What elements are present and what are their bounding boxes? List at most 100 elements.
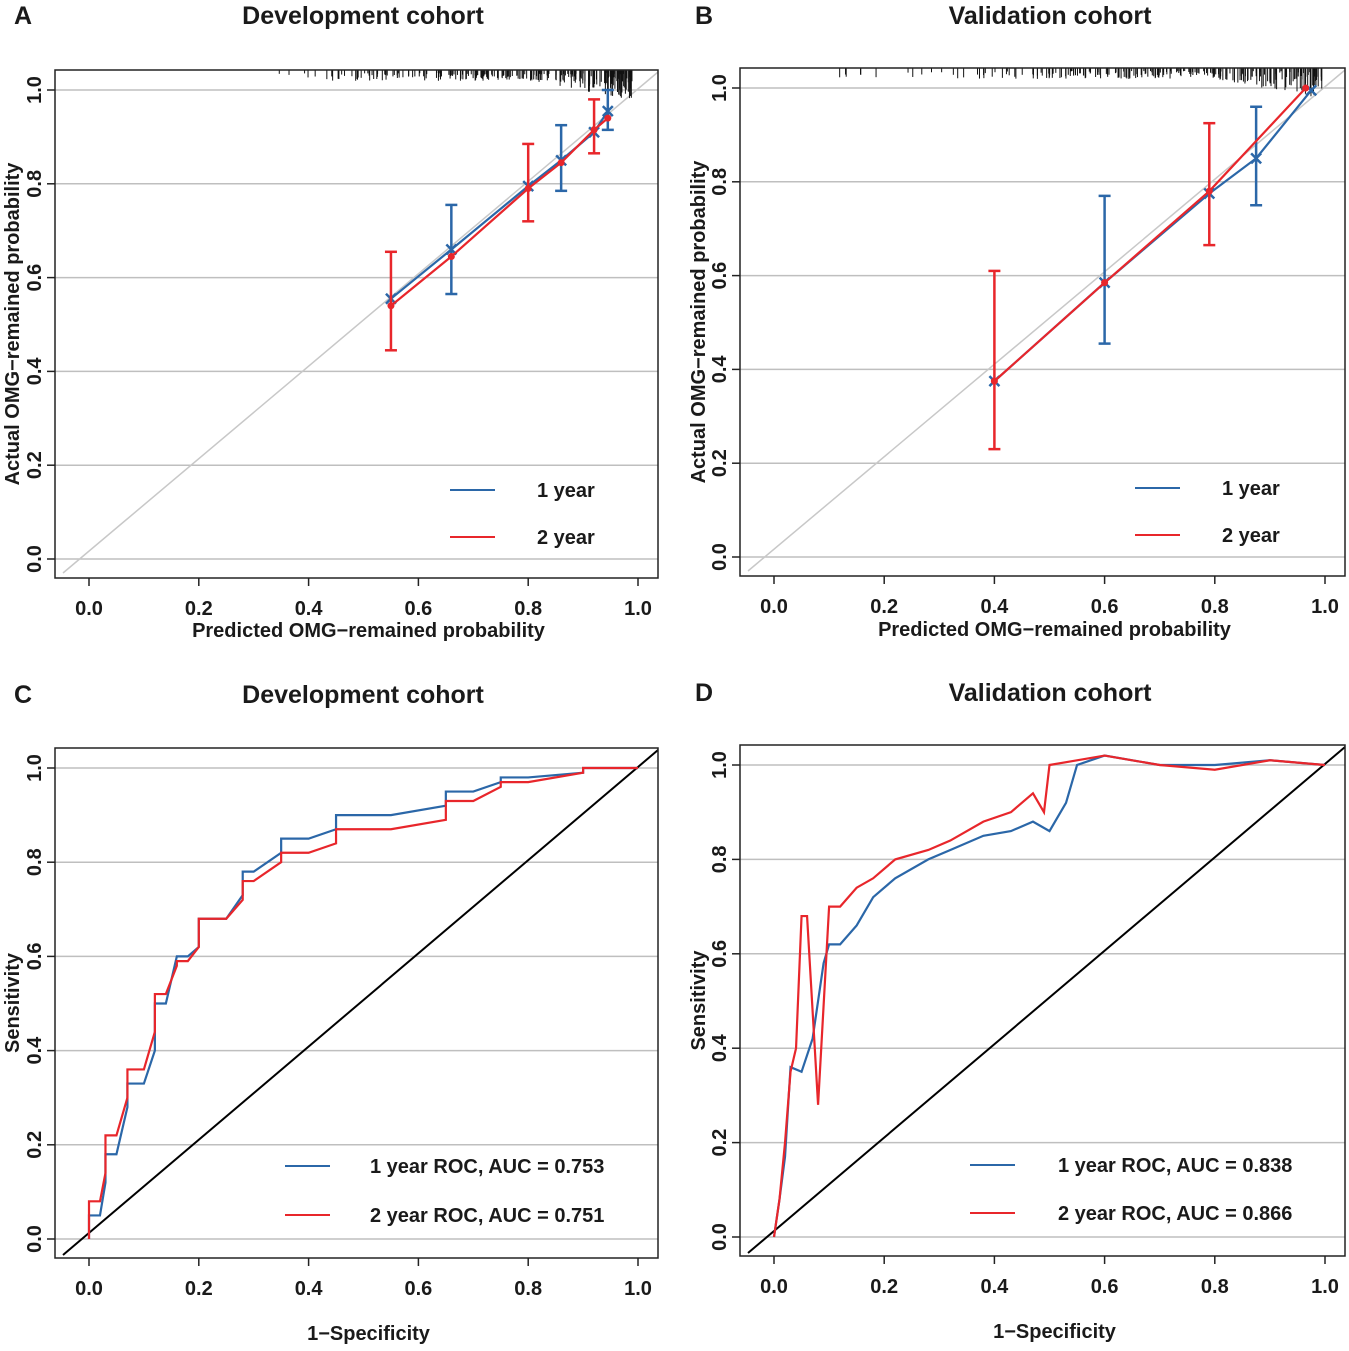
plot-frame: [54, 69, 659, 579]
y-axis-label: Actual OMG−remained probability: [688, 160, 710, 484]
y-tick-label: 0.0: [709, 1223, 731, 1251]
x-tick-label: 0.8: [514, 1278, 542, 1300]
panel-d: D Validation cohort 0.0 0.2 0.4 0.6 0.8 1.0 0.0 0…: [688, 679, 1346, 1343]
chart-title: Development cohort: [242, 681, 484, 709]
series-line: [87, 766, 638, 1239]
y-tick-label: 0.8: [24, 170, 46, 198]
legend-label: 1 year: [1222, 478, 1280, 500]
x-tick-label: 0.0: [760, 596, 788, 618]
y-tick-label: 0.0: [24, 545, 46, 573]
x-tick-label: 0.8: [514, 598, 542, 620]
data-point: [604, 114, 612, 122]
plot-frame: [739, 744, 1346, 1257]
x-axis-label: 1−Specificity: [993, 1321, 1117, 1343]
chart-title: Development cohort: [242, 2, 484, 30]
data-point: [557, 159, 565, 167]
chart-title: Validation cohort: [949, 679, 1152, 707]
y-tick-label: 0.8: [24, 848, 46, 876]
x-axis-label: 1−Specificity: [307, 1323, 431, 1345]
y-tick-label: 0.6: [24, 264, 46, 292]
series-2-year-roc-auc-0-866: [772, 754, 1326, 1238]
x-tick-label: 0.4: [295, 1278, 324, 1300]
data-point: [524, 184, 532, 192]
x-tick-label: 1.0: [1311, 596, 1339, 618]
y-tick-label: 0.2: [709, 1129, 731, 1157]
reference-diagonal: [747, 746, 1346, 1254]
y-tick-label: 1.0: [709, 751, 731, 779]
legend-label: 1 year ROC, AUC = 0.753: [370, 1156, 604, 1178]
y-axis-label: Sensitivity: [688, 950, 710, 1051]
x-tick-label: 0.6: [1091, 596, 1119, 618]
plot-frame: [54, 747, 659, 1259]
x-tick-label: 0.0: [75, 1278, 103, 1300]
y-tick-label: 0.4: [709, 1033, 731, 1062]
panel-c: C Development cohort 0.0 0.2 0.4 0.6 0.8 1.0 0.0…: [2, 681, 659, 1345]
y-tick-label: 0.2: [709, 449, 731, 477]
x-tick-label: 0.2: [870, 1276, 898, 1298]
x-tick-label: 0.6: [404, 598, 432, 620]
legend-label: 1 year ROC, AUC = 0.838: [1058, 1155, 1292, 1177]
data-point: [1205, 187, 1213, 195]
y-tick-label: 0.0: [709, 543, 731, 571]
x-tick-label: 1.0: [624, 598, 652, 620]
reference-diagonal: [62, 749, 659, 1256]
series-line: [772, 754, 1326, 1238]
x-tick-label: 1.0: [1311, 1276, 1339, 1298]
y-tick-label: 1.0: [709, 74, 731, 102]
legend-label: 2 year: [1222, 525, 1280, 547]
data-point: [990, 377, 998, 385]
data-point: [1250, 152, 1263, 165]
x-tick-label: 0.6: [1091, 1276, 1119, 1298]
legend-label: 1 year: [537, 480, 595, 502]
x-axis-label: Predicted OMG−remained probability: [192, 620, 546, 642]
y-tick-label: 0.8: [709, 168, 731, 196]
y-tick-label: 0.4: [24, 1036, 46, 1065]
panel-label: D: [695, 679, 713, 707]
data-point: [387, 302, 395, 310]
x-tick-label: 0.2: [185, 598, 213, 620]
y-tick-label: 0.6: [24, 942, 46, 970]
rug-marks: [839, 68, 1323, 97]
legend-label: 2 year ROC, AUC = 0.866: [1058, 1203, 1292, 1225]
panel-label: C: [14, 681, 32, 709]
legend: 1 year ROC, AUC = 0.838 2 year ROC, AUC =…: [970, 1155, 1292, 1225]
y-tick-label: 0.6: [709, 262, 731, 290]
panel-a: A Development cohort 0.0 0.2 0.4 0.6 0.8 1.0 0.0…: [2, 2, 659, 642]
series-2-year: [988, 84, 1310, 451]
panel-label: A: [14, 2, 32, 30]
legend: 1 year ROC, AUC = 0.753 2 year ROC, AUC =…: [285, 1156, 604, 1227]
chart-title: Validation cohort: [949, 2, 1152, 30]
x-tick-label: 1.0: [624, 1278, 652, 1300]
plot-frame: [739, 67, 1346, 577]
x-tick-label: 0.0: [75, 598, 103, 620]
legend-label: 2 year ROC, AUC = 0.751: [370, 1205, 604, 1227]
y-tick-label: 0.4: [709, 355, 731, 384]
y-tick-label: 1.0: [24, 754, 46, 782]
legend: 1 year 2 year: [1135, 478, 1280, 547]
x-tick-label: 0.2: [870, 596, 898, 618]
y-tick-label: 0.4: [24, 357, 46, 386]
legend-label: 2 year: [537, 527, 595, 549]
y-tick-label: 1.0: [24, 76, 46, 104]
y-tick-label: 0.2: [24, 451, 46, 479]
series-2-year: [384, 98, 612, 352]
x-tick-label: 0.2: [185, 1278, 213, 1300]
y-tick-label: 0.6: [709, 940, 731, 968]
panel-label: B: [695, 2, 713, 30]
x-tick-label: 0.8: [1201, 1276, 1229, 1298]
legend: 1 year 2 year: [450, 480, 595, 549]
data-point: [590, 126, 598, 134]
rug-marks: [278, 70, 633, 99]
y-tick-label: 0.2: [24, 1131, 46, 1159]
x-tick-label: 0.8: [1201, 596, 1229, 618]
x-tick-label: 0.6: [404, 1278, 432, 1300]
panel-b: B Validation cohort 0.0 0.2 0.4 0.6 0.8 1.0 0.0 0…: [688, 2, 1346, 641]
y-tick-label: 0.8: [709, 845, 731, 873]
series-line: [993, 87, 1307, 382]
series-2-year-roc-auc-0-751: [87, 766, 638, 1239]
x-tick-label: 0.4: [980, 596, 1009, 618]
data-point: [447, 252, 455, 260]
data-point: [1302, 84, 1310, 92]
y-axis-label: Actual OMG−remained probability: [2, 162, 24, 486]
